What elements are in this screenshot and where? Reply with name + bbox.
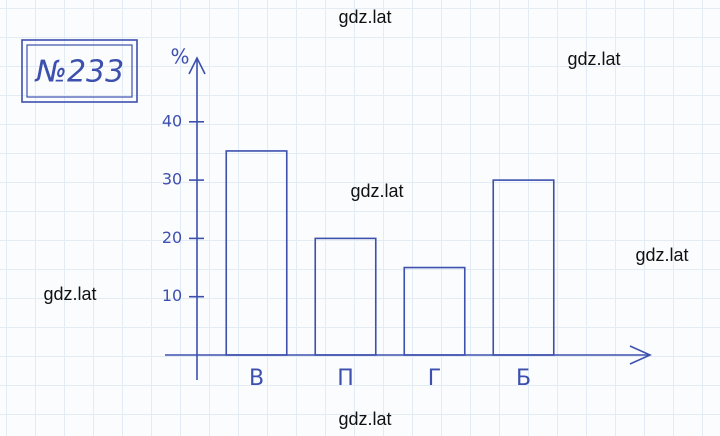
watermark: gdz.lat xyxy=(635,245,688,265)
y-tick-label: 30 xyxy=(162,170,182,189)
watermark: gdz.lat xyxy=(338,409,391,429)
y-tick-label: 10 xyxy=(162,286,182,305)
y-axis-label: % xyxy=(170,45,189,69)
watermark: gdz.lat xyxy=(338,7,391,27)
x-arrow xyxy=(629,345,652,365)
watermark: gdz.lat xyxy=(350,181,403,201)
y-tick-label: 40 xyxy=(162,111,182,130)
bar xyxy=(314,237,377,356)
x-tick-label: В xyxy=(249,366,264,391)
chart-title: №233 xyxy=(34,55,124,90)
x-tick-label: Г xyxy=(428,366,441,391)
bar xyxy=(492,179,555,356)
y-arrow xyxy=(188,56,206,75)
bar xyxy=(225,150,288,356)
bar xyxy=(403,266,466,356)
x-tick-label: Б xyxy=(516,366,531,391)
watermark: gdz.lat xyxy=(43,284,96,304)
title-box-inner xyxy=(26,44,133,98)
title-box xyxy=(21,39,138,103)
watermark: gdz.lat xyxy=(567,49,620,69)
x-tick-label: П xyxy=(337,366,354,391)
y-tick-label: 20 xyxy=(162,228,182,247)
